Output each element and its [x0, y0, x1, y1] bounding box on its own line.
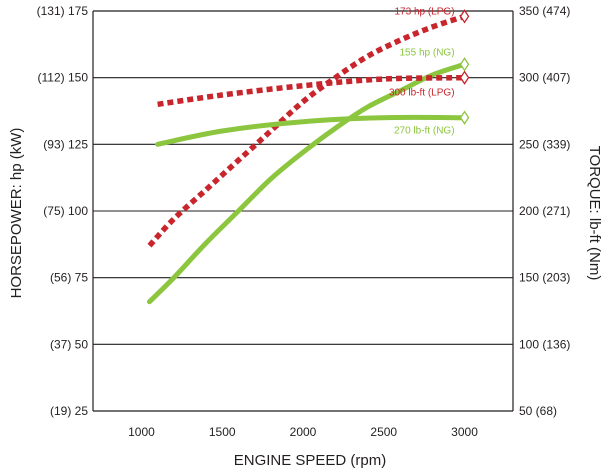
left-y-tick-label: (19) 25 [50, 404, 88, 418]
x-tick-label: 2500 [370, 425, 397, 439]
left-y-tick-label: (131) 175 [37, 4, 89, 18]
series-label: 270 lb-ft (NG) [394, 126, 455, 137]
series-line-270-lb-ft-ng [155, 114, 467, 147]
left-y-tick-label: (37) 50 [50, 337, 88, 351]
right-y-tick-label: 100 (136) [519, 337, 570, 351]
left-y-tick-label: (112) 150 [38, 71, 89, 85]
right-y-tick-label: 50 (68) [519, 404, 557, 418]
endpoint-diamond-marker [459, 70, 470, 85]
axes [92, 10, 514, 412]
x-tick-label: 1000 [128, 425, 155, 439]
series-label: 300 lb-ft (LPG) [389, 88, 455, 99]
left-y-tick-label: (93) 125 [43, 137, 88, 151]
left-y-tick-label: (56) 75 [50, 271, 88, 285]
series-line-300-lb-ft-lpg [157, 74, 465, 108]
x-tick-label: 3000 [451, 425, 478, 439]
endpoint-diamond-marker [459, 57, 470, 72]
right-y-tick-label: 300 (407) [519, 71, 570, 85]
x-tick-label: 2000 [290, 425, 317, 439]
endpoint-diamond-marker [459, 110, 470, 125]
endpoint-diamond-marker [459, 9, 470, 24]
tick-labels: (19) 25 (37) 50 (56) 75 (75) 100 (93) 125 (11… [37, 4, 571, 439]
right-y-tick-label: 150 (203) [519, 271, 570, 285]
x-axis-title: ENGINE SPEED (rpm) [234, 452, 387, 469]
left-y-tick-label: (75) 100 [43, 204, 88, 218]
series-label: 173 hp (LPG) [394, 6, 454, 17]
series-annotations: 173 hp (LPG) 155 hp (NG) 300 lb-ft (LPG) 27… [389, 6, 470, 137]
right-y-axis-title: TORQUE: lb-ft (Nm) [586, 146, 603, 281]
series-lines [147, 13, 467, 305]
x-tick-label: 1500 [209, 425, 236, 439]
right-y-tick-label: 350 (474) [519, 4, 570, 18]
series-line-173-hp-lpg [147, 13, 466, 248]
series-line-155-hp-ng [147, 61, 467, 305]
right-y-tick-label: 200 (271) [519, 204, 570, 218]
series-label: 155 hp (NG) [400, 47, 455, 58]
right-y-tick-label: 250 (339) [519, 137, 570, 151]
left-y-axis-title: HORSEPOWER: hp (kW) [8, 128, 25, 299]
